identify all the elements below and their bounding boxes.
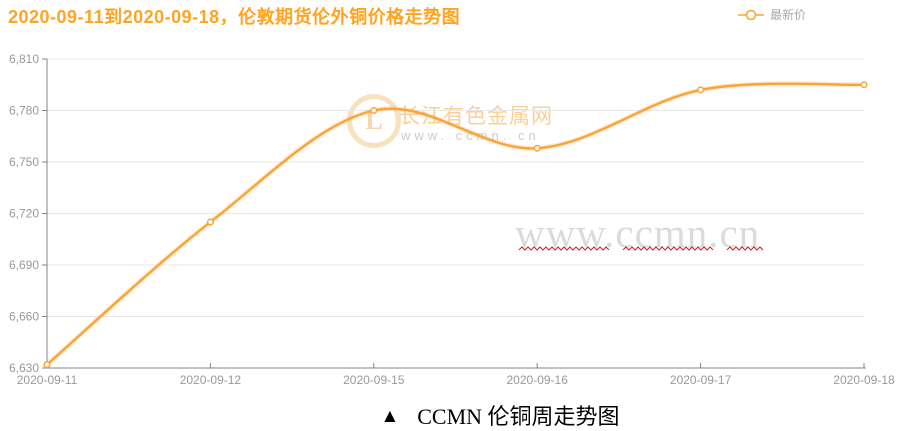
price-trend-chart: 6,8106,7806,7506,7206,6906,6606,6302020-… (9, 52, 895, 387)
data-point-marker (206, 218, 214, 226)
line-circle-icon (738, 9, 764, 20)
y-tick-label: 6,780 (9, 104, 39, 118)
y-tick-label: 6,660 (9, 310, 39, 324)
y-tick-label: 6,810 (9, 52, 39, 66)
x-tick-label: 2020-09-15 (343, 373, 405, 387)
watermark-logo-subtext: www. ccmn. cn (401, 128, 540, 143)
y-tick-label: 6,630 (9, 361, 39, 375)
y-tick-label: 6,720 (9, 207, 39, 221)
squiggle-underline (622, 246, 714, 251)
data-point-marker (370, 106, 378, 115)
data-point-marker (860, 81, 868, 89)
legend-label: 最新价 (770, 8, 807, 22)
triangle-icon: ▲ (380, 406, 400, 427)
y-tick-label: 6,690 (9, 258, 39, 272)
page-title: 2020-09-11到2020-09-18，伦敦期货伦外铜价格走势图 (8, 7, 461, 27)
x-tick-label: 2020-09-16 (507, 373, 569, 387)
data-point-marker (43, 361, 51, 369)
logo-letter: L (365, 106, 383, 135)
caption-text: CCMN 伦铜周走势图 (417, 404, 620, 429)
ccmn-ring-logo-icon: L (347, 94, 401, 148)
legend-item-latest-price[interactable]: 最新价 (737, 6, 806, 23)
price-line (45, 82, 866, 366)
x-tick-label: 2020-09-12 (180, 373, 242, 387)
squiggle-underline (518, 246, 610, 251)
y-tick-label: 6,750 (9, 155, 39, 169)
squiggle-underline (726, 246, 764, 251)
data-point-marker (697, 86, 705, 94)
data-point-marker (533, 144, 541, 152)
chart-caption: ▲ CCMN 伦铜周走势图 (100, 399, 900, 431)
x-tick-label: 2020-09-11 (17, 373, 78, 387)
x-tick-label: 2020-09-18 (833, 373, 895, 387)
x-tick-label: 2020-09-17 (670, 373, 732, 387)
